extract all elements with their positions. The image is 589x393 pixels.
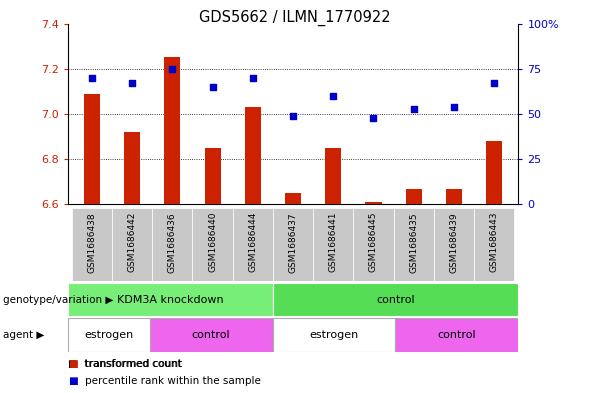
Bar [68, 283, 273, 316]
Text: GSM1686442: GSM1686442 [128, 212, 137, 272]
Bar [72, 208, 112, 281]
Text: KDM3A knockdown: KDM3A knockdown [117, 295, 223, 305]
Bar [233, 208, 273, 281]
Text: GSM1686437: GSM1686437 [289, 212, 297, 273]
Text: GSM1686440: GSM1686440 [208, 212, 217, 272]
Text: GSM1686438: GSM1686438 [87, 212, 97, 273]
Point [409, 105, 418, 112]
Text: ■  transformed count: ■ transformed count [68, 358, 181, 369]
Point [449, 104, 459, 110]
Bar [393, 208, 434, 281]
Bar [353, 208, 393, 281]
Text: percentile rank within the sample: percentile rank within the sample [85, 376, 262, 386]
Point [87, 75, 97, 81]
Bar [124, 132, 140, 204]
Bar [395, 318, 518, 352]
Bar [273, 208, 313, 281]
Text: GSM1686435: GSM1686435 [409, 212, 418, 273]
Bar [285, 193, 301, 204]
Bar [245, 107, 261, 204]
Text: transformed count: transformed count [85, 358, 183, 369]
Bar [204, 148, 221, 204]
Bar [313, 208, 353, 281]
Text: GSM1686441: GSM1686441 [329, 212, 337, 272]
Text: control: control [192, 330, 230, 340]
Point [248, 75, 257, 81]
Point [289, 113, 298, 119]
Text: GSM1686443: GSM1686443 [489, 212, 499, 272]
Point [369, 114, 378, 121]
Text: genotype/variation ▶: genotype/variation ▶ [3, 295, 113, 305]
Text: GSM1686436: GSM1686436 [168, 212, 177, 273]
Text: GSM1686445: GSM1686445 [369, 212, 378, 272]
Bar [273, 318, 395, 352]
Bar [474, 208, 514, 281]
Bar [486, 141, 502, 204]
Text: estrogen: estrogen [84, 330, 133, 340]
Text: estrogen: estrogen [309, 330, 359, 340]
Bar [68, 318, 150, 352]
Bar [164, 57, 180, 204]
Bar [112, 208, 152, 281]
Bar [84, 94, 100, 204]
Text: GDS5662 / ILMN_1770922: GDS5662 / ILMN_1770922 [198, 10, 391, 26]
Point [489, 80, 499, 86]
Point [127, 80, 137, 86]
Bar [152, 208, 193, 281]
Bar [273, 283, 518, 316]
Bar [434, 208, 474, 281]
Bar [150, 318, 273, 352]
Point [208, 84, 217, 90]
Text: GSM1686444: GSM1686444 [249, 212, 257, 272]
Text: GSM1686439: GSM1686439 [449, 212, 458, 273]
Text: control: control [376, 295, 415, 305]
Text: ■: ■ [68, 376, 78, 386]
Point [168, 66, 177, 72]
Text: agent ▶: agent ▶ [3, 330, 44, 340]
Text: ■: ■ [68, 358, 78, 369]
Bar [325, 148, 341, 204]
Text: control: control [438, 330, 476, 340]
Bar [406, 189, 422, 204]
Bar [446, 189, 462, 204]
Point [329, 93, 338, 99]
Bar [193, 208, 233, 281]
Bar [365, 202, 382, 204]
